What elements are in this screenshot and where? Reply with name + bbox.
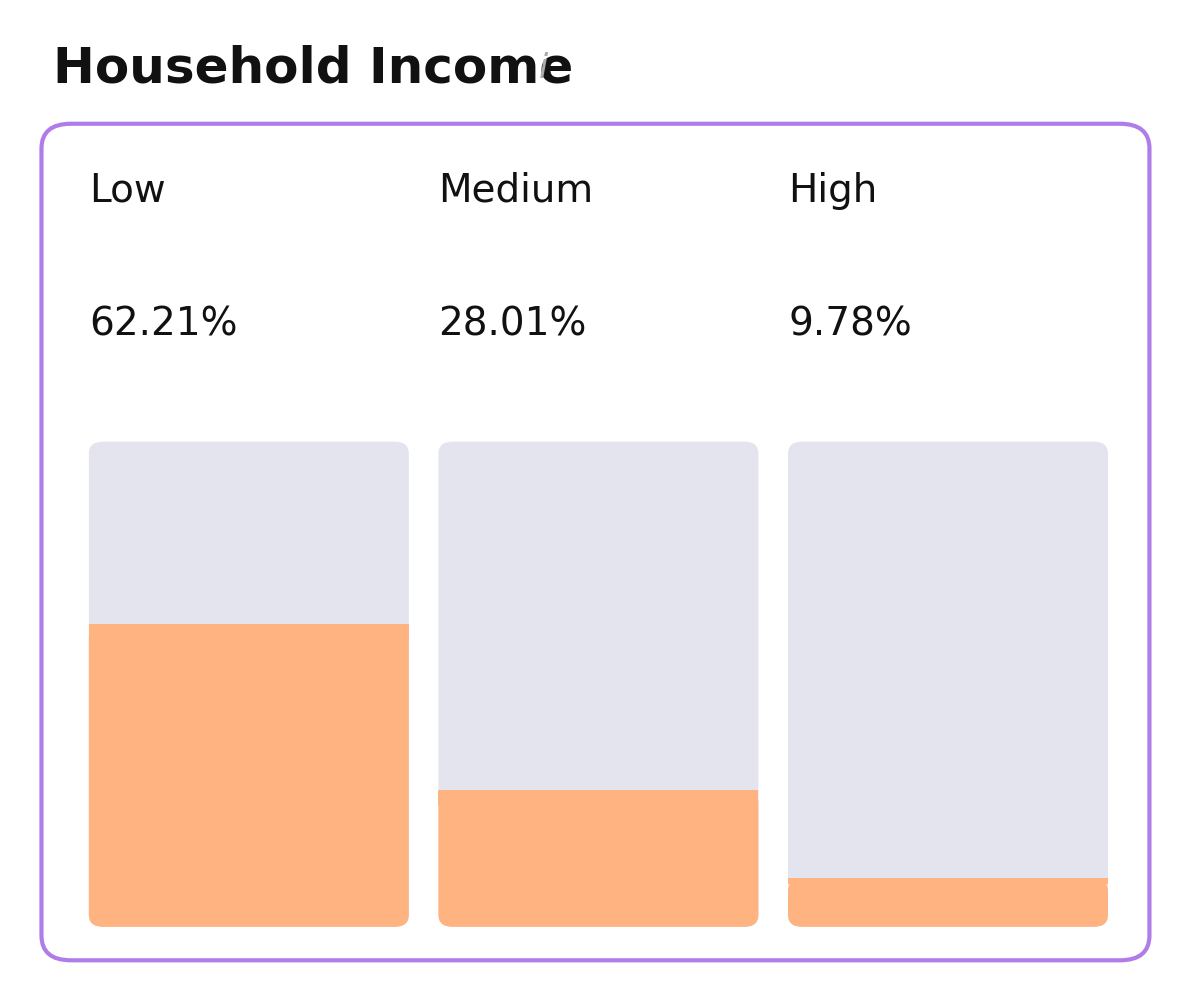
Text: 28.01%: 28.01% <box>438 306 587 344</box>
Text: i: i <box>539 52 549 85</box>
Bar <box>438 790 758 805</box>
Text: Household Income: Household Income <box>53 45 574 92</box>
Text: 9.78%: 9.78% <box>788 306 911 344</box>
Text: Low: Low <box>89 171 166 210</box>
Text: High: High <box>788 171 877 210</box>
Bar <box>788 878 1108 884</box>
FancyBboxPatch shape <box>89 625 409 927</box>
FancyBboxPatch shape <box>89 442 409 927</box>
FancyBboxPatch shape <box>788 442 1108 927</box>
FancyBboxPatch shape <box>788 879 1108 927</box>
FancyBboxPatch shape <box>438 442 758 927</box>
Bar <box>89 624 409 640</box>
Text: 62.21%: 62.21% <box>89 306 237 344</box>
FancyBboxPatch shape <box>438 791 758 927</box>
FancyBboxPatch shape <box>41 124 1149 960</box>
Text: Medium: Medium <box>438 171 594 210</box>
